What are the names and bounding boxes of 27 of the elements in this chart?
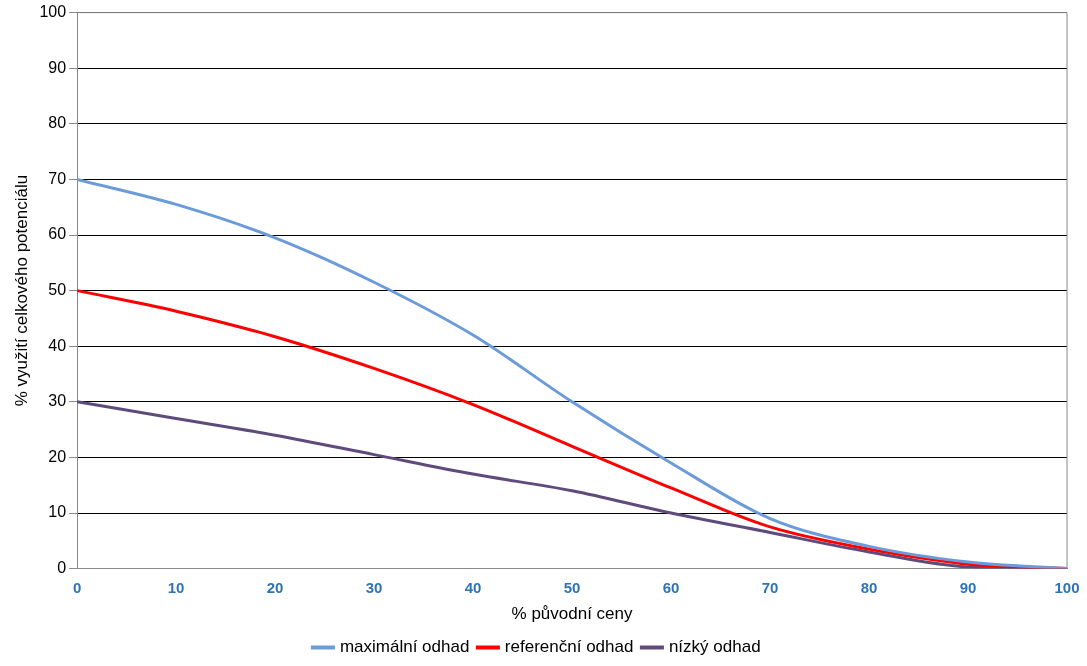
x-tick-label: 10	[167, 578, 185, 596]
y-tick-label: 30	[48, 392, 67, 410]
x-tick-label: 30	[365, 578, 383, 596]
y-tick-label: 80	[48, 114, 67, 132]
x-tick-label: 40	[464, 578, 482, 596]
y-tick-label: 70	[48, 169, 67, 187]
x-axis-title: % původní ceny	[511, 604, 634, 624]
y-tick-label: 20	[48, 447, 67, 465]
y-axis-title: % využití celkového potenciálu	[11, 174, 31, 407]
x-tick-label: 80	[860, 578, 878, 596]
x-tick-label: 100	[1054, 578, 1080, 596]
x-tick-label: 70	[761, 578, 779, 596]
x-tick-label: 20	[266, 578, 284, 596]
x-tick-label: 50	[563, 578, 581, 596]
y-tick-label: 0	[57, 559, 67, 577]
legend-label: maximální odhad	[339, 637, 470, 657]
y-tick-label: 10	[48, 503, 67, 521]
y-tick-label: 60	[48, 225, 67, 243]
legend-label: nízký odhad	[668, 637, 761, 657]
x-tick-label: 90	[959, 578, 977, 596]
y-tick-label: 100	[39, 3, 67, 21]
x-tick-label: 60	[662, 578, 680, 596]
y-tick-label: 50	[48, 281, 67, 299]
y-tick-label: 90	[48, 58, 67, 76]
x-tick-label: 0	[72, 578, 82, 596]
y-tick-label: 40	[48, 336, 67, 354]
legend-label: referenční odhad	[504, 637, 634, 657]
